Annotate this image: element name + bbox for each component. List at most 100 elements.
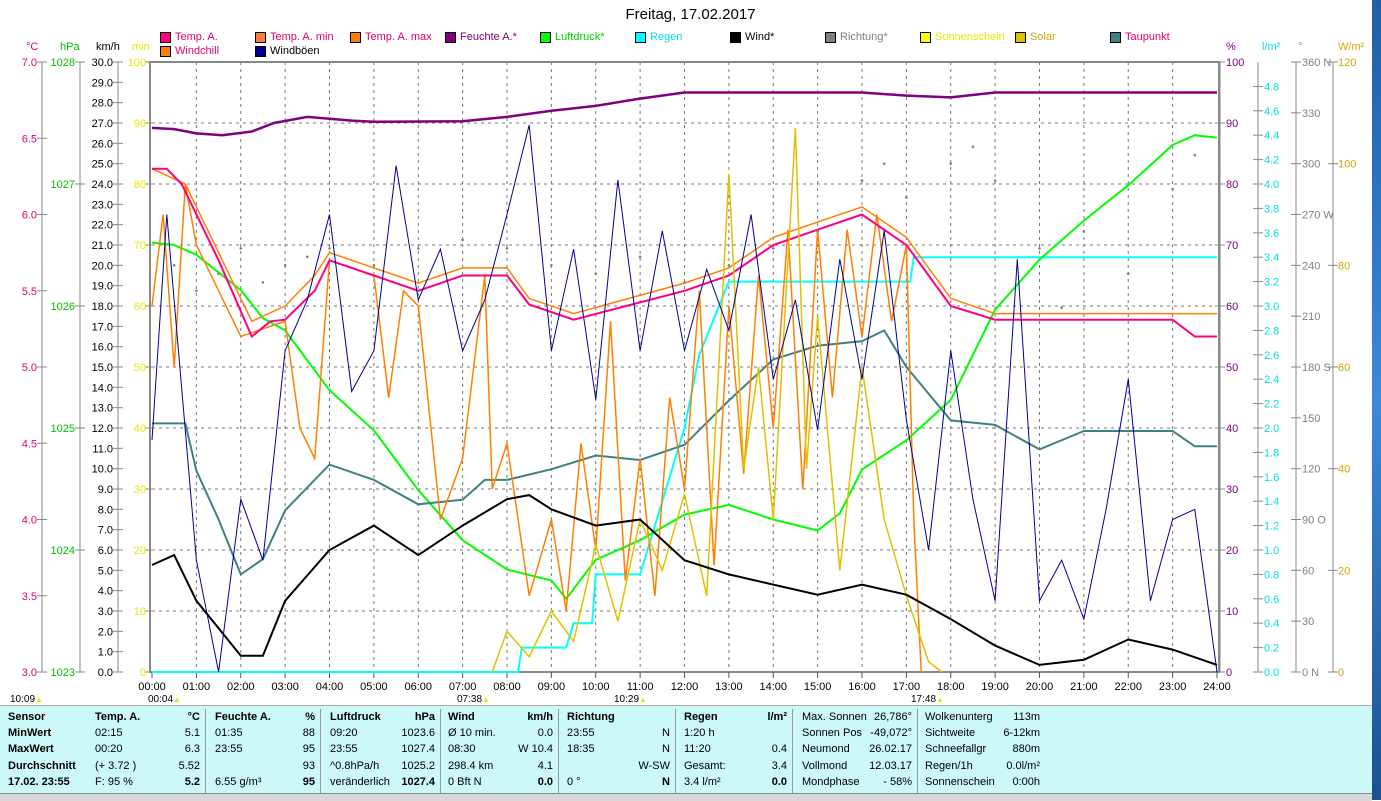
- axis-tick-label: 1023: [51, 667, 75, 679]
- axis-tick-label: 150: [1302, 413, 1320, 425]
- stats-value: 95: [303, 774, 315, 790]
- axis-tick-label: 1027: [51, 179, 75, 191]
- axis-tick-label: 3.0: [98, 606, 113, 618]
- x-tick-label: 20:00: [1026, 681, 1054, 693]
- axis-tick-label: 4.2: [1264, 155, 1279, 167]
- axis-tick-label: 4.8: [1264, 81, 1279, 93]
- stats-label: Regen/1h: [925, 758, 973, 774]
- stats-value: N: [662, 725, 670, 741]
- axis-tick-label: 1028: [51, 57, 75, 69]
- series-richtung-point: [1083, 230, 1086, 233]
- axis-tick-label: 3.0: [22, 667, 37, 679]
- stats-label: 23:55: [567, 725, 595, 741]
- axis-tick-label: 120: [1338, 57, 1356, 69]
- x-tick-label: 17:00: [893, 681, 921, 693]
- stats-row: 17.02. 23:55: [8, 774, 90, 790]
- axis-tick-label: 2.8: [1264, 325, 1279, 337]
- axis-tick-label: 26.0: [92, 138, 113, 150]
- axis-tick-label: 2.0: [1264, 423, 1279, 435]
- stats-label: (+ 3.72 ): [95, 758, 136, 774]
- moonset-icon: ▲: [173, 695, 181, 704]
- moon-icon: ▲: [35, 695, 43, 704]
- stats-label: 08:30: [448, 741, 476, 757]
- axis-tick-label: 13.0: [92, 403, 113, 415]
- stats-label: Wind: [448, 709, 475, 725]
- stats-label: Luftdruck: [330, 709, 381, 725]
- axis-tick-label: 100: [1338, 159, 1356, 171]
- series-richtung-point: [461, 239, 464, 242]
- axis-tick-label: 4.5: [22, 438, 37, 450]
- series-richtung-point: [1171, 188, 1174, 191]
- stats-row: 1:20 h: [684, 725, 787, 741]
- stats-label: Sensor: [8, 709, 45, 725]
- axis-tick-label: 330: [1302, 108, 1320, 120]
- axis-unit-sunshine: min: [132, 41, 150, 53]
- axis-tick-label: 40: [1226, 423, 1238, 435]
- axis-tick-label: 8.0: [98, 504, 113, 516]
- stats-row: Richtung: [567, 709, 670, 725]
- axis-tick-label: 5.0: [22, 362, 37, 374]
- axis-tick-label: 80: [1338, 260, 1350, 272]
- axis-tick-label: 2.6: [1264, 350, 1279, 362]
- axis-tick-label: 20.0: [92, 260, 113, 272]
- stats-label: 18:35: [567, 741, 595, 757]
- series-richtung-point: [373, 264, 376, 267]
- axis-tick-label: 19.0: [92, 281, 113, 293]
- stats-label: 17.02. 23:55: [8, 774, 70, 790]
- axis-tick-label: 1.4: [1264, 496, 1279, 508]
- series-richtung-point: [772, 247, 775, 250]
- axis-tick-label: 30: [1302, 616, 1314, 628]
- axis-tick-label: 3.2: [1264, 277, 1279, 289]
- stats-value: 4.1: [538, 758, 553, 774]
- series-richtung-point: [195, 289, 198, 292]
- stats-value: N: [662, 774, 670, 790]
- axis-tick-label: 27.0: [92, 118, 113, 130]
- stats-row: Temp. A.°C: [95, 709, 200, 725]
- axis-tick-label: 0: [1338, 667, 1344, 679]
- stats-value: - 58%: [883, 774, 912, 790]
- stats-value: 113m: [1013, 709, 1040, 725]
- astro-marker: 07:38▲: [457, 695, 490, 705]
- x-tick-label: 23:00: [1159, 681, 1187, 693]
- series-richtung-point: [262, 281, 265, 284]
- axis-tick-label: 1.0: [98, 647, 113, 659]
- astro-marker: 10:09▲: [10, 695, 43, 705]
- axis-tick-label: 23.0: [92, 199, 113, 211]
- axis-tick-label: 1.8: [1264, 447, 1279, 459]
- series-richtung-point: [284, 264, 287, 267]
- stats-label: Ø 10 min.: [448, 725, 496, 741]
- stats-value: 1023.6: [401, 725, 435, 741]
- axis-tick-label: 0.2: [1264, 643, 1279, 655]
- x-tick-label: 13:00: [715, 681, 743, 693]
- x-tick-label: 16:00: [848, 681, 876, 693]
- stats-label: 01:35: [215, 725, 243, 741]
- sunrise-icon: ▲: [482, 695, 490, 704]
- x-tick-label: 24:00: [1203, 681, 1231, 693]
- axis-tick-label: 7.0: [22, 57, 37, 69]
- stats-value: 1027.4: [401, 774, 435, 790]
- axis-tick-label: 90: [1226, 118, 1238, 130]
- stats-label: MinWert: [8, 725, 51, 741]
- stats-row: (+ 3.72 )5.52: [95, 758, 200, 774]
- axis-unit-solar: W/m²: [1338, 41, 1365, 53]
- stats-value: 93: [303, 758, 315, 774]
- stats-value: %: [305, 709, 315, 725]
- axis-tick-label: 100: [1226, 57, 1244, 69]
- axis-tick-label: 360 N: [1302, 57, 1331, 69]
- x-tick-label: 06:00: [404, 681, 432, 693]
- series-richtung-point: [306, 256, 309, 259]
- axis-tick-label: 6.5: [22, 133, 37, 145]
- axis-tick-label: 50: [134, 362, 146, 374]
- axis-tick-label: 1.6: [1264, 472, 1279, 484]
